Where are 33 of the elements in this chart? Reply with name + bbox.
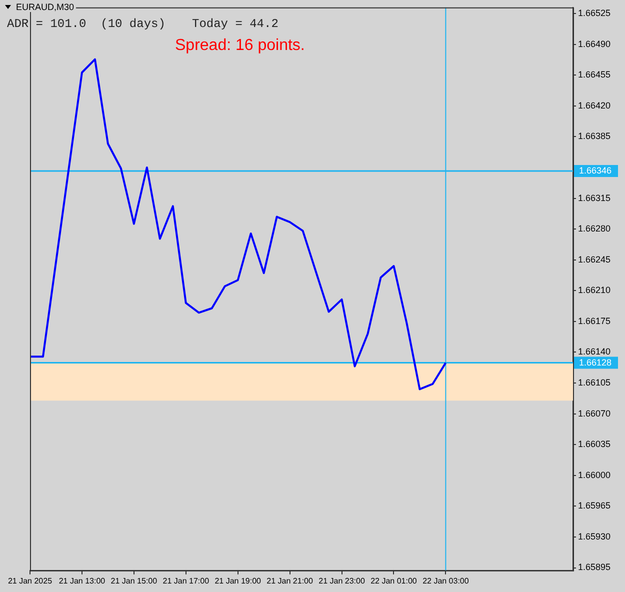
y-tick-label: 1.66315 — [578, 192, 611, 203]
annotation: Today = 44.2 — [192, 17, 278, 31]
y-tick-label: 1.66245 — [578, 254, 611, 264]
annotation: Spread: 16 points. — [175, 37, 305, 55]
y-tick-label: 1.66105 — [578, 378, 611, 388]
y-tick-label: 1.66140 — [578, 346, 611, 357]
y-tick-label: 1.66455 — [578, 70, 611, 80]
y-tick-label: 1.66420 — [578, 100, 611, 110]
x-tick-label: 21 Jan 2025 — [8, 576, 53, 586]
y-tick-label: 1.66175 — [578, 316, 611, 326]
x-tick-label: 21 Jan 15:00 — [110, 576, 158, 586]
y-tick-label: 1.66490 — [578, 38, 611, 49]
y-tick-label: 1.65895 — [578, 562, 611, 572]
y-tick-label: 1.66385 — [578, 131, 611, 142]
y-tick-label: 1.66035 — [578, 439, 611, 450]
x-tick-label: 21 Jan 13:00 — [58, 576, 106, 586]
y-tick-label: 1.66210 — [578, 285, 611, 296]
y-tick-label: 1.66525 — [578, 8, 611, 18]
x-tick-label: 21 Jan 19:00 — [214, 576, 262, 586]
y-tick-label: 1.66280 — [578, 224, 611, 234]
ref-line-label: 1.66128 — [579, 357, 612, 368]
x-tick-label: 22 Jan 01:00 — [370, 576, 418, 586]
y-tick-label: 1.65965 — [578, 500, 611, 511]
ref-line-label: 1.66346 — [579, 166, 612, 176]
y-tick-label: 1.66070 — [578, 408, 611, 418]
x-tick-label: 21 Jan 17:00 — [162, 576, 210, 586]
x-tick-label: 22 Jan 03:00 — [422, 576, 470, 586]
chart-title: EURAUD,M30 — [14, 2, 76, 12]
y-tick-label: 1.66000 — [578, 470, 611, 480]
annotation: ADR = 101.0 (10 days) — [7, 17, 166, 31]
y-tick-label: 1.65930 — [578, 531, 611, 542]
x-tick-label: 21 Jan 21:00 — [266, 576, 314, 586]
x-tick-label: 21 Jan 23:00 — [318, 576, 366, 586]
